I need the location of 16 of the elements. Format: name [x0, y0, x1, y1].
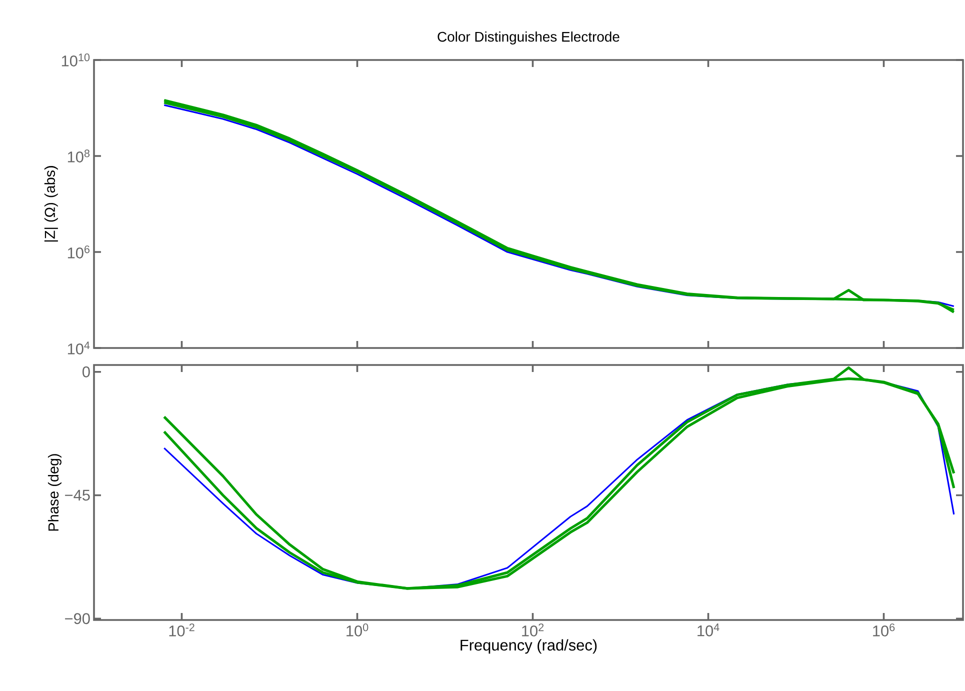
chart-title: Color Distinguishes Electrode [438, 31, 620, 44]
y-tick-label: −45 [65, 490, 90, 501]
x-tick-label: 10$^{-2}$ [169, 624, 194, 636]
y-tick-label: 10$^{4}$ [68, 342, 90, 354]
x-tick-label: 10$^{0}$ [346, 624, 368, 636]
x-tick-label: 10$^{2}$ [522, 624, 544, 636]
x-tick-label: 10$^{6}$ [873, 624, 895, 636]
x-tick-label: 10$^{4}$ [698, 624, 720, 636]
y-tick-label: 10$^{6}$ [68, 246, 90, 258]
y-tick-label: 10$^{10}$ [62, 54, 90, 66]
x-axis-title: Frequency (rad/sec) [460, 639, 597, 654]
y-tick-label: 10$^{8}$ [68, 150, 90, 162]
y-axis-title: |Z| (Ω) (abs) [44, 166, 58, 242]
y-tick-label: −90 [65, 613, 90, 624]
y-tick-label: 0 [82, 366, 90, 378]
y-axis-title: Phase (deg) [48, 454, 62, 531]
